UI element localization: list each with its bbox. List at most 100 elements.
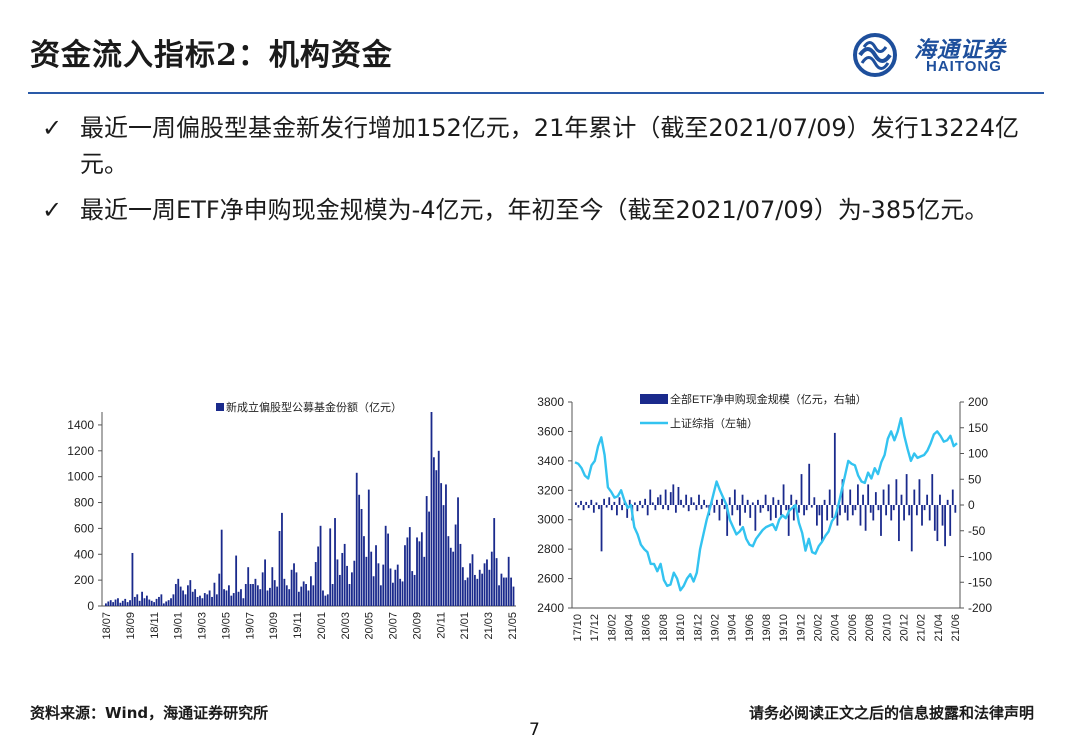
etf-flow-bar [626, 505, 629, 518]
etf-flow-bar [636, 505, 639, 512]
etf-flow-bar [857, 484, 859, 505]
etf-flow-bar [905, 474, 908, 505]
left-tick-label: 3600 [537, 424, 564, 438]
bar [442, 505, 445, 606]
etf-flow-bar [890, 505, 893, 521]
bar [358, 494, 361, 606]
etf-flow-bar [849, 489, 852, 505]
bar [493, 518, 496, 606]
etf-flow-bar [685, 494, 688, 505]
x-tick-label: 20/09 [411, 612, 423, 640]
etf-flow-bar [633, 502, 636, 505]
etf-flow-bar [608, 497, 611, 505]
bar [114, 599, 117, 606]
etf-flow-bar [649, 489, 652, 505]
x-tick-label: 20/04 [830, 614, 842, 642]
bar [223, 589, 225, 606]
bar [512, 586, 515, 606]
right-tick-label: -50 [968, 524, 986, 538]
etf-flow-bar [672, 484, 675, 505]
bar [143, 598, 146, 606]
bar [365, 556, 368, 606]
bar [346, 565, 348, 606]
bar [314, 562, 317, 606]
bar [425, 496, 428, 606]
logo-text-cn: 海通证券 [914, 37, 1007, 63]
legend-label: 上证综指（左轴） [670, 416, 758, 430]
etf-flow-bar [944, 505, 946, 547]
bar [196, 596, 199, 606]
etf-flow-bar [821, 505, 823, 542]
etf-flow-bar [733, 489, 736, 505]
bar [191, 591, 194, 606]
bar [466, 577, 469, 606]
etf-flow-bar [698, 494, 700, 505]
x-tick-label: 19/08 [761, 614, 773, 642]
logo-text-en: HAITONG [926, 58, 1002, 75]
bar [375, 545, 377, 606]
bar [392, 582, 394, 606]
y-tick-label: 1000 [67, 470, 94, 484]
bar [394, 569, 397, 606]
etf-flow-bar [595, 502, 598, 505]
bar [353, 560, 356, 606]
etf-flow-bar [728, 497, 731, 505]
left-tick-label: 3800 [537, 395, 564, 409]
bar [155, 598, 158, 606]
bar [172, 594, 175, 606]
right-tick-label: -150 [968, 575, 992, 589]
etf-flow-bar [954, 505, 957, 513]
etf-flow-bar [751, 502, 754, 505]
bar [153, 602, 156, 606]
bar [109, 600, 112, 606]
etf-flow-bar [910, 505, 913, 552]
bar [269, 587, 271, 606]
bar [459, 543, 462, 606]
etf-flow-bar [915, 505, 918, 516]
etf-flow-bar [836, 505, 839, 526]
bar [148, 599, 151, 606]
etf-flow-bar [946, 499, 949, 505]
bar [129, 600, 131, 606]
bar [240, 589, 242, 606]
bar [162, 603, 165, 606]
etf-flow-bar [933, 505, 936, 531]
disclaimer-note: 请务必阅读正文之后的信息披露和法律声明 [748, 704, 1034, 722]
bar [160, 594, 163, 606]
etf-flow-bar [926, 494, 929, 505]
bar [428, 511, 430, 606]
bar [341, 552, 344, 606]
etf-flow-bar [662, 505, 664, 510]
bar [331, 584, 334, 606]
bar [319, 525, 322, 606]
x-tick-label: 18/04 [624, 614, 636, 642]
bar [187, 585, 189, 606]
bar [334, 518, 336, 606]
etf-flow-bar [605, 505, 608, 508]
bar [343, 543, 346, 606]
bar [273, 580, 276, 606]
bar [119, 602, 122, 606]
bar [420, 532, 423, 606]
etf-flow-bar [739, 505, 741, 526]
etf-flow-bar [800, 474, 803, 505]
bar [208, 590, 211, 606]
x-tick-label: 19/11 [292, 612, 304, 639]
etf-flow-bar [869, 505, 872, 513]
bar [261, 572, 264, 606]
x-tick-label: 18/12 [692, 614, 704, 642]
etf-flow-bar [792, 505, 795, 521]
x-tick-label: 20/03 [340, 612, 352, 640]
etf-flow-bar [887, 484, 890, 505]
bar [396, 564, 399, 606]
etf-flow-bar [795, 499, 798, 505]
x-tick-label: 19/12 [795, 614, 807, 642]
bar [481, 573, 484, 606]
haitong-logo: 海通证券 HAITONG [848, 30, 1048, 82]
bar [423, 556, 426, 606]
x-tick-label: 19/03 [197, 612, 209, 640]
bar [338, 574, 341, 606]
bar [430, 412, 433, 606]
bar [355, 472, 358, 606]
bar [498, 585, 500, 606]
